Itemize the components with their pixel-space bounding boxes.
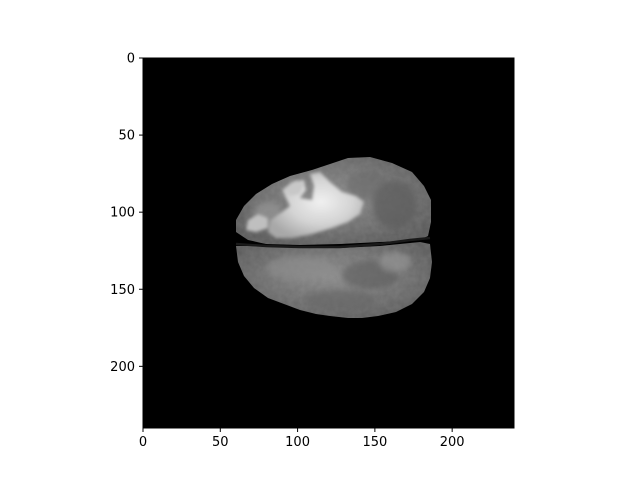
x-tick-label: 50 — [212, 435, 229, 450]
x-tick-label: 200 — [440, 435, 465, 450]
y-tick-label: 50 — [118, 129, 135, 144]
tissue-variation — [254, 172, 417, 310]
y-axis: 0 50 100 150 200 — [110, 52, 143, 375]
y-tick-label: 200 — [110, 360, 135, 375]
bright-lesion — [246, 172, 364, 238]
x-tick-label: 100 — [285, 435, 310, 450]
y-tick-label: 150 — [110, 283, 135, 298]
x-axis: 0 50 100 150 200 — [139, 428, 465, 450]
axes-frame — [142, 57, 515, 429]
y-tick-label: 0 — [127, 52, 135, 67]
x-tick-label: 0 — [139, 435, 147, 450]
x-tick-label: 150 — [362, 435, 387, 450]
y-tick-label: 100 — [110, 206, 135, 221]
midline-fissure — [235, 236, 431, 249]
mri-slice — [235, 157, 432, 318]
